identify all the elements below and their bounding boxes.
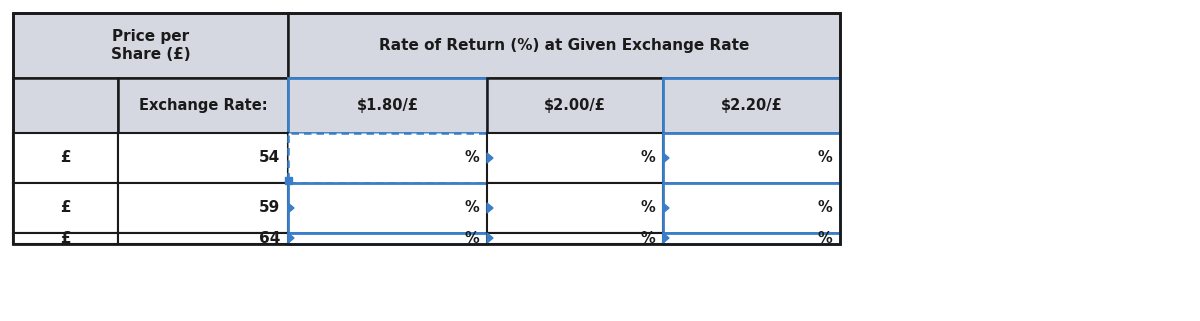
Bar [13, 133, 118, 183]
Bar [118, 183, 288, 233]
Text: £: £ [60, 151, 71, 166]
Bar [662, 233, 840, 244]
Polygon shape [288, 233, 294, 243]
Bar [13, 13, 840, 244]
Bar [13, 233, 118, 244]
Bar [487, 233, 662, 244]
Text: %: % [817, 231, 832, 246]
Text: 59: 59 [259, 201, 280, 215]
Text: %: % [641, 201, 655, 215]
Text: $1.80/£: $1.80/£ [356, 98, 419, 113]
Bar [487, 133, 662, 183]
Polygon shape [662, 153, 670, 163]
Bar [13, 78, 118, 133]
Polygon shape [487, 233, 493, 243]
Polygon shape [487, 153, 493, 163]
Bar [662, 133, 840, 183]
Bar [288, 13, 840, 78]
Polygon shape [487, 203, 493, 213]
Text: £: £ [60, 231, 71, 246]
Text: %: % [464, 151, 479, 166]
Text: $2.00/£: $2.00/£ [544, 98, 606, 113]
Bar [118, 78, 288, 133]
Bar [288, 133, 487, 183]
Polygon shape [662, 203, 670, 213]
Text: Rate of Return (%) at Given Exchange Rate: Rate of Return (%) at Given Exchange Rat… [379, 38, 749, 53]
Bar [288, 233, 487, 244]
Bar [288, 78, 487, 133]
Text: Price per
Share (£): Price per Share (£) [110, 29, 191, 62]
Text: %: % [641, 151, 655, 166]
Bar [487, 183, 662, 233]
Text: Exchange Rate:: Exchange Rate: [139, 98, 268, 113]
Text: %: % [817, 201, 832, 215]
Bar [118, 233, 288, 244]
Text: 54: 54 [259, 151, 280, 166]
Text: £: £ [60, 201, 71, 215]
Text: 64: 64 [259, 231, 280, 246]
Text: $2.20/£: $2.20/£ [720, 98, 782, 113]
Polygon shape [662, 233, 670, 243]
Bar [118, 133, 288, 183]
Text: %: % [817, 151, 832, 166]
Bar [662, 183, 840, 233]
Bar [13, 183, 118, 233]
Text: %: % [641, 231, 655, 246]
Bar [286, 177, 292, 184]
Polygon shape [288, 203, 294, 213]
Bar [487, 78, 662, 133]
Text: %: % [464, 231, 479, 246]
Text: %: % [464, 201, 479, 215]
Bar [662, 78, 840, 133]
Bar [288, 183, 487, 233]
Bar [13, 13, 288, 78]
